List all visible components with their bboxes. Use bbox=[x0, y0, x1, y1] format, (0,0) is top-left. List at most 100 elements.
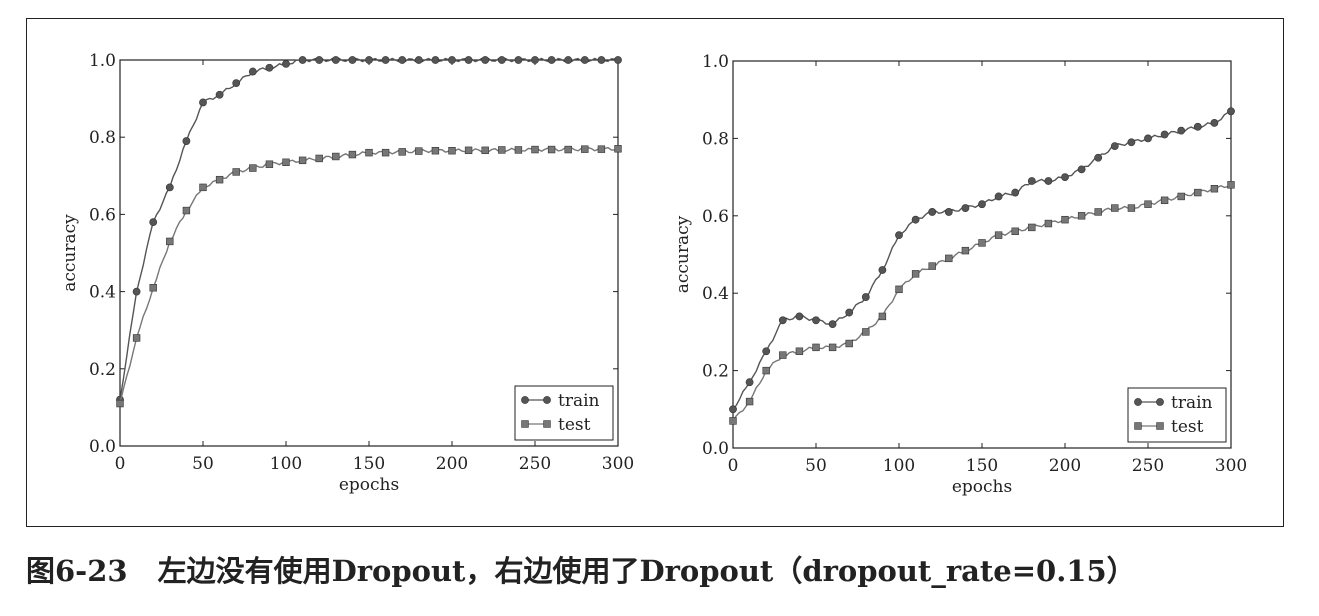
point-test bbox=[729, 417, 737, 425]
x-tick-label: 100 bbox=[270, 454, 302, 474]
point-train bbox=[547, 56, 556, 64]
point-test bbox=[1094, 208, 1102, 216]
point-train bbox=[1227, 107, 1235, 116]
y-axis-label: accuracy bbox=[673, 215, 693, 293]
point-test bbox=[614, 145, 622, 153]
caption-text: 左边没有使用Dropout，右边使用了Dropout（dropout_rate=… bbox=[157, 554, 1136, 588]
point-train bbox=[464, 56, 473, 64]
legend-marker-train bbox=[543, 396, 551, 404]
point-train bbox=[580, 56, 589, 64]
point-test bbox=[1144, 200, 1152, 208]
legend-box bbox=[1127, 387, 1227, 443]
point-train bbox=[282, 59, 290, 68]
point-test bbox=[1194, 188, 1202, 197]
chart-2: 0 50 100 150 200 250 300 0.0 0.2 0.4 0.6 0.8 1.0 epoc… bbox=[673, 52, 1247, 497]
legend-label-test: test bbox=[558, 415, 591, 435]
point-train bbox=[348, 56, 357, 64]
point-test bbox=[1210, 185, 1219, 193]
point-train bbox=[1160, 130, 1169, 139]
point-test bbox=[1177, 192, 1185, 201]
point-test bbox=[282, 158, 290, 166]
y-tick-label: 0.8 bbox=[89, 128, 116, 148]
y-axis-label: accuracy bbox=[60, 214, 80, 292]
x-tick-label: 250 bbox=[1132, 456, 1164, 476]
point-test bbox=[1028, 223, 1036, 232]
point-test bbox=[1044, 219, 1053, 228]
y-tick-label: 0.0 bbox=[702, 439, 729, 459]
point-train bbox=[828, 320, 837, 329]
y-tick-label: 0.6 bbox=[702, 207, 729, 227]
point-test bbox=[1077, 212, 1086, 220]
y-tick-label: 0.4 bbox=[89, 283, 116, 303]
series-train bbox=[729, 107, 1235, 414]
y-tick-label: 1.0 bbox=[702, 52, 729, 72]
point-train bbox=[298, 56, 307, 64]
point-test bbox=[249, 164, 257, 172]
point-train bbox=[265, 63, 274, 72]
series-test bbox=[729, 181, 1235, 425]
y-tick-label: 0.8 bbox=[702, 129, 729, 149]
point-test bbox=[498, 146, 506, 154]
y-tick-label: 0.0 bbox=[89, 437, 116, 457]
point-train bbox=[1127, 138, 1136, 147]
legend-label-train: train bbox=[558, 391, 600, 411]
point-train bbox=[448, 56, 456, 64]
y-tick-label: 0.6 bbox=[89, 205, 116, 225]
point-test bbox=[895, 285, 903, 294]
point-test bbox=[1111, 204, 1119, 212]
point-train bbox=[878, 266, 887, 274]
point-test bbox=[928, 262, 936, 270]
x-tick-label: 0 bbox=[728, 456, 739, 476]
x-axis-label: epochs bbox=[339, 475, 399, 495]
point-test bbox=[232, 168, 240, 176]
point-test bbox=[381, 148, 390, 157]
point-train bbox=[1011, 188, 1020, 197]
figure-caption: 图6-23 左边没有使用Dropout，右边使用了Dropout（dropout_… bbox=[26, 548, 1136, 590]
point-test bbox=[315, 154, 323, 163]
legend-label-test: test bbox=[1171, 417, 1204, 437]
point-test bbox=[597, 145, 606, 153]
point-train bbox=[978, 200, 986, 209]
point-test bbox=[547, 145, 556, 154]
legend: train test bbox=[1127, 387, 1227, 443]
point-test bbox=[132, 334, 141, 342]
point-train bbox=[614, 56, 622, 64]
point-test bbox=[1127, 204, 1136, 212]
charts-canvas: 0 50 100 150 200 250 300 0.0 0.2 0.4 0.6 0.8 1.0 epoc… bbox=[60, 51, 1247, 497]
point-test bbox=[779, 351, 787, 359]
point-test bbox=[994, 231, 1003, 239]
point-train bbox=[1027, 177, 1036, 185]
point-test bbox=[845, 339, 853, 348]
point-test bbox=[481, 146, 489, 155]
point-test bbox=[448, 147, 456, 155]
point-train bbox=[1044, 177, 1053, 185]
point-test bbox=[398, 148, 406, 156]
legend-marker-train bbox=[1156, 398, 1164, 406]
point-train bbox=[1110, 142, 1119, 151]
point-test bbox=[332, 152, 340, 161]
legend-marker-test bbox=[1156, 422, 1164, 430]
point-train bbox=[1210, 119, 1219, 127]
legend-marker-test bbox=[1134, 422, 1142, 430]
x-tick-label: 200 bbox=[1049, 456, 1081, 476]
point-train bbox=[729, 405, 737, 414]
point-test bbox=[166, 237, 174, 246]
point-test bbox=[762, 366, 770, 375]
legend-label-train: train bbox=[1171, 393, 1213, 413]
point-train bbox=[994, 192, 1003, 201]
x-tick-label: 150 bbox=[353, 454, 385, 474]
point-train bbox=[381, 56, 390, 64]
caption-label: 图6-23 bbox=[26, 554, 128, 588]
point-test bbox=[182, 206, 191, 215]
point-train bbox=[514, 56, 523, 64]
point-test bbox=[348, 150, 357, 159]
x-tick-label: 250 bbox=[519, 454, 551, 474]
point-test bbox=[564, 145, 572, 154]
point-test bbox=[464, 146, 473, 155]
x-tick-label: 150 bbox=[966, 456, 998, 476]
point-train bbox=[1144, 134, 1152, 143]
point-test bbox=[862, 328, 870, 336]
point-test bbox=[298, 156, 307, 165]
legend-marker-train bbox=[1134, 398, 1142, 406]
point-train bbox=[398, 56, 407, 64]
